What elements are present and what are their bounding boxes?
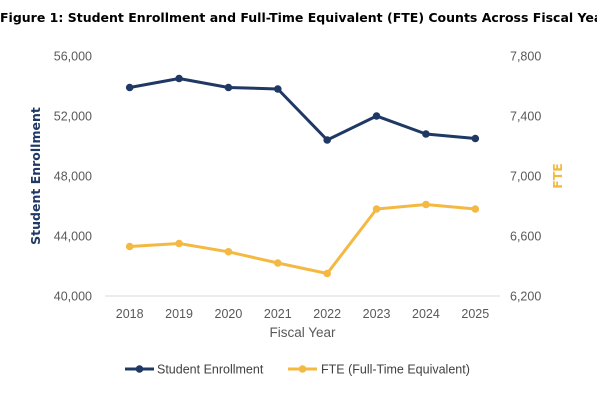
data-point	[422, 130, 430, 138]
data-point	[125, 242, 134, 251]
data-point	[471, 134, 480, 143]
right-tick-label: 7,800	[510, 50, 541, 64]
right-tick-label: 6,200	[510, 290, 541, 304]
right-axis: 6,200 6,600 7,000 7,400 7,800	[510, 50, 541, 304]
data-point	[175, 74, 183, 83]
left-axis: 40,000 44,000 48,000 52,000 56,000	[54, 50, 92, 304]
x-tick-label: 2025	[461, 307, 489, 321]
data-point	[175, 239, 183, 248]
legend-swatch-marker	[298, 365, 307, 373]
right-axis-label: FTE	[550, 163, 565, 189]
data-point	[224, 83, 233, 92]
x-tick-label: 2018	[116, 307, 144, 321]
x-axis-label: Fiscal Year	[269, 325, 336, 340]
x-tick-label: 2023	[363, 307, 391, 321]
right-tick-label: 6,600	[510, 230, 541, 244]
legend-label: FTE (Full-Time Equivalent)	[321, 363, 470, 377]
chart-title: Figure 1: Student Enrollment and Full-Ti…	[0, 10, 597, 25]
left-tick-label: 40,000	[54, 290, 92, 304]
data-point	[372, 112, 381, 120]
series-layer	[125, 74, 480, 278]
right-tick-label: 7,000	[510, 170, 541, 184]
x-tick-label: 2024	[412, 307, 440, 321]
data-point	[372, 205, 381, 213]
series-line-1	[129, 203, 476, 275]
data-point	[471, 205, 480, 213]
data-point	[323, 269, 331, 278]
legend: Student Enrollment FTE (Full-Time Equival…	[125, 363, 470, 377]
data-point	[274, 259, 282, 267]
data-point	[422, 200, 430, 209]
data-point	[125, 83, 134, 92]
x-axis: 2018 2019 2020 2021 2022 2023 2024 2025	[116, 307, 489, 321]
left-tick-label: 48,000	[54, 170, 92, 184]
data-point	[224, 247, 233, 256]
x-tick-label: 2020	[215, 307, 243, 321]
x-tick-label: 2022	[313, 307, 341, 321]
x-tick-label: 2021	[264, 307, 292, 321]
data-point	[274, 85, 282, 93]
legend-label: Student Enrollment	[157, 363, 264, 377]
data-point	[323, 136, 331, 144]
right-tick-label: 7,400	[510, 110, 541, 124]
x-tick-label: 2019	[165, 307, 193, 321]
legend-swatch-marker	[135, 365, 144, 373]
series-line-0	[129, 77, 476, 142]
left-tick-label: 44,000	[54, 230, 92, 244]
left-axis-label: Student Enrollment	[28, 107, 43, 245]
left-tick-label: 56,000	[54, 50, 92, 64]
left-tick-label: 52,000	[54, 110, 92, 124]
